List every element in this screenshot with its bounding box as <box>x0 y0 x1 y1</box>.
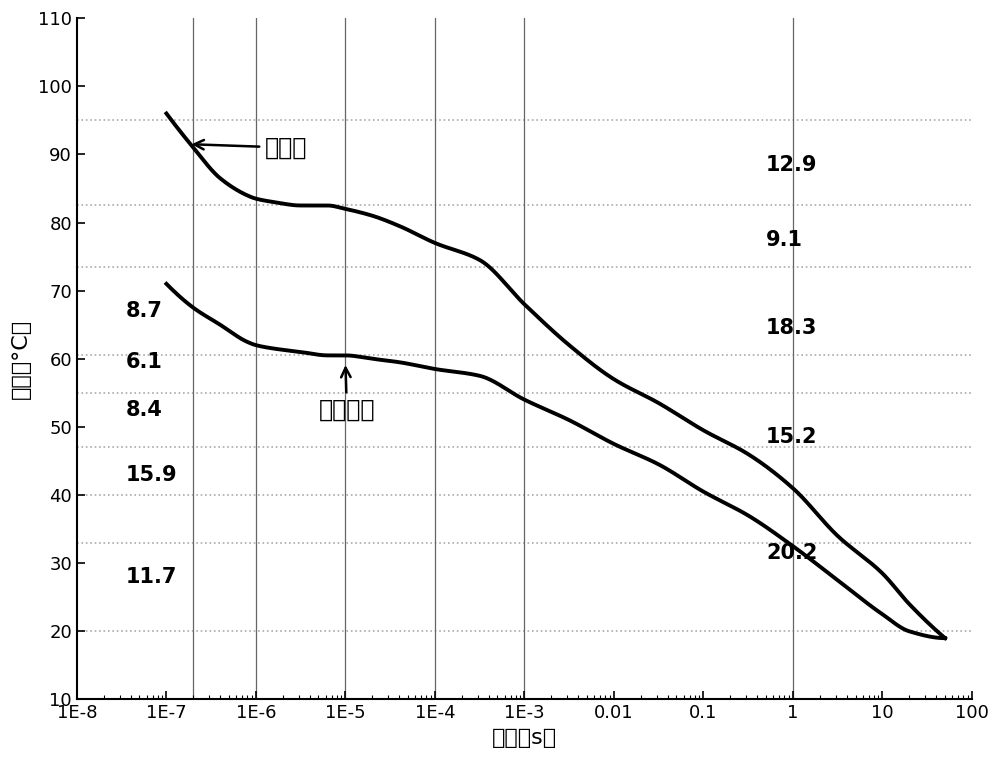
Text: 18.3: 18.3 <box>766 318 817 338</box>
Text: 11.7: 11.7 <box>126 567 177 587</box>
X-axis label: 时间（s）: 时间（s） <box>492 728 557 748</box>
Text: 6.1: 6.1 <box>126 352 162 372</box>
Text: 15.2: 15.2 <box>766 427 818 447</box>
Text: 失效后: 失效后 <box>194 136 307 159</box>
Text: 15.9: 15.9 <box>126 465 177 485</box>
Text: 20.2: 20.2 <box>766 543 817 563</box>
Text: 12.9: 12.9 <box>766 155 818 175</box>
Y-axis label: 结温（°C）: 结温（°C） <box>11 319 31 398</box>
Text: 8.7: 8.7 <box>126 301 162 321</box>
Text: 9.1: 9.1 <box>766 229 803 250</box>
Text: 标准工作: 标准工作 <box>319 368 375 422</box>
Text: 8.4: 8.4 <box>126 400 162 420</box>
